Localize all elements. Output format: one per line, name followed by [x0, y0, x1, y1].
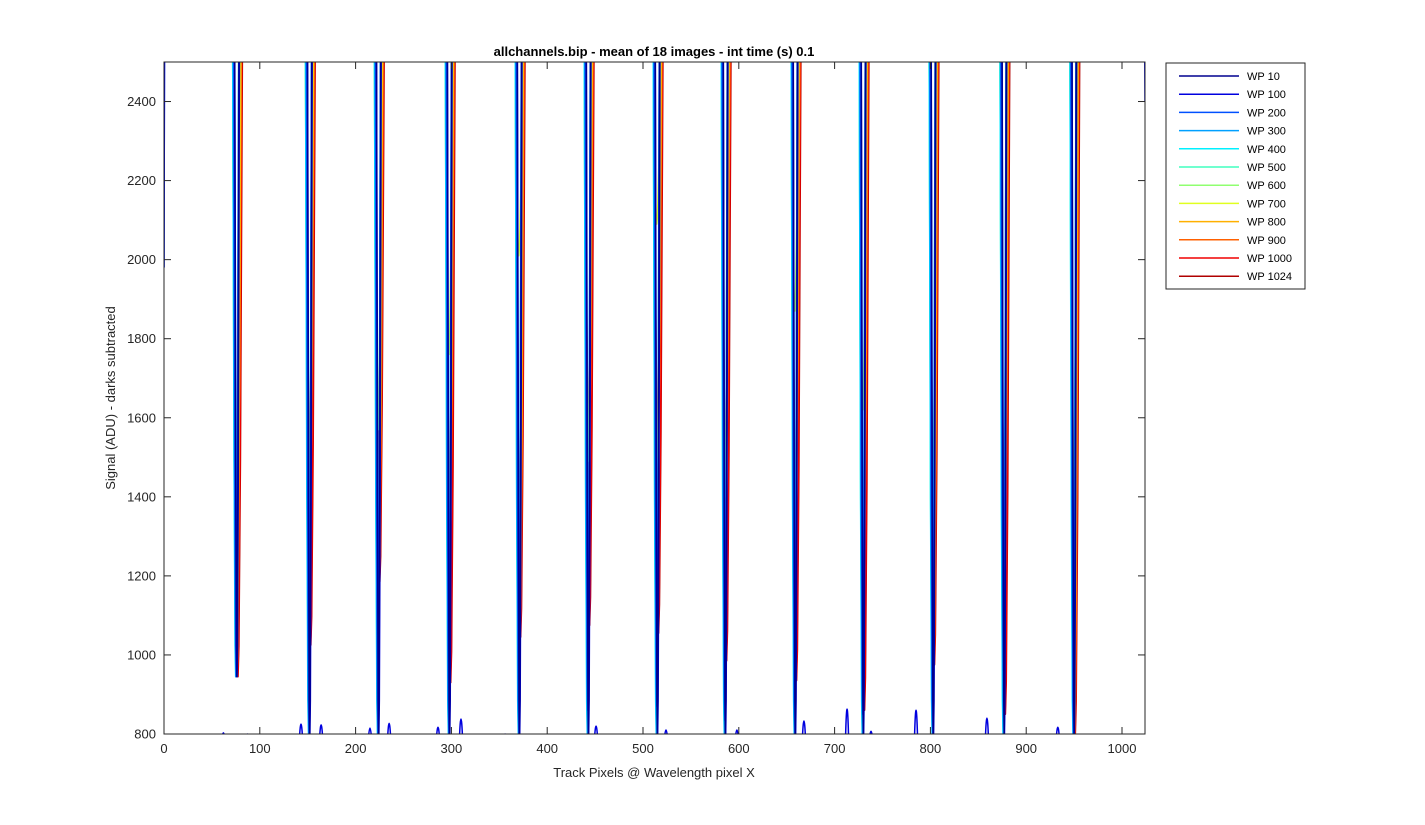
y-tick-label: 2400	[127, 94, 156, 109]
legend-label: WP 700	[1247, 198, 1286, 210]
series-bump	[1055, 726, 1060, 734]
y-axis: 800 1000 1200 1400 1600 1800 2000 2200 2400	[127, 94, 1145, 742]
series-bump	[221, 732, 225, 734]
legend-label: WP 800	[1247, 217, 1286, 229]
x-tick-label: 700	[824, 741, 846, 756]
series-bump	[458, 718, 464, 734]
series-bump	[913, 709, 919, 734]
legend-label: WP 600	[1247, 180, 1286, 192]
x-tick-label: 900	[1015, 741, 1037, 756]
series-bump	[801, 720, 807, 734]
series-layer	[164, 62, 1145, 734]
y-tick-label: 2000	[127, 252, 156, 267]
series-bump	[869, 730, 873, 734]
series-bump	[368, 727, 372, 734]
x-tick-label: 600	[728, 741, 750, 756]
series-bump	[436, 726, 440, 734]
plot-frame	[163, 61, 1146, 735]
series-bump	[844, 708, 850, 734]
x-tick-label: 300	[441, 741, 463, 756]
y-tick-label: 1600	[127, 410, 156, 425]
legend-label: WP 200	[1247, 107, 1286, 119]
legend-label: WP 300	[1247, 126, 1286, 138]
series-bump	[984, 717, 990, 734]
legend-label: WP 500	[1247, 162, 1286, 174]
x-tick-label: 1000	[1108, 741, 1137, 756]
series-bump	[503, 733, 507, 734]
y-tick-label: 1000	[127, 647, 156, 662]
series-bump	[246, 733, 249, 734]
x-tick-label: 200	[345, 741, 367, 756]
y-tick-label: 1400	[127, 489, 156, 504]
x-tick-label: 100	[249, 741, 271, 756]
x-tick-label: 0	[160, 741, 167, 756]
y-tick-label: 1200	[127, 568, 156, 583]
x-tick-label: 800	[920, 741, 942, 756]
series-bump	[319, 724, 324, 734]
legend-label: WP 1024	[1247, 271, 1292, 283]
legend-label: WP 100	[1247, 89, 1286, 101]
y-tick-label: 1800	[127, 331, 156, 346]
x-tick-label: 400	[536, 741, 558, 756]
y-tick-label: 800	[134, 727, 156, 742]
legend-label: WP 10	[1247, 71, 1280, 83]
series-bump	[664, 729, 668, 734]
series-bump	[594, 725, 599, 734]
y-tick-label: 2200	[127, 173, 156, 188]
legend-box	[1165, 62, 1306, 290]
y-axis-title: Signal (ADU) - darks subtracted	[103, 306, 118, 490]
series-bump	[735, 729, 739, 734]
x-axis: 0 100 200 300 400 500 600 700 800 900 1000	[160, 62, 1136, 756]
legend-label: WP 1000	[1247, 253, 1292, 265]
series-line	[231, 62, 1078, 678]
x-axis-title: Track Pixels @ Wavelength pixel X	[553, 765, 755, 780]
legend: WP 10 WP 100 WP 200 WP 300 WP 400 WP 500 WP 60…	[1165, 62, 1306, 290]
legend-label: WP 400	[1247, 144, 1286, 156]
chart-title: allchannels.bip - mean of 18 images - in…	[494, 44, 815, 59]
legend-label: WP 900	[1247, 235, 1286, 247]
x-tick-label: 500	[632, 741, 654, 756]
